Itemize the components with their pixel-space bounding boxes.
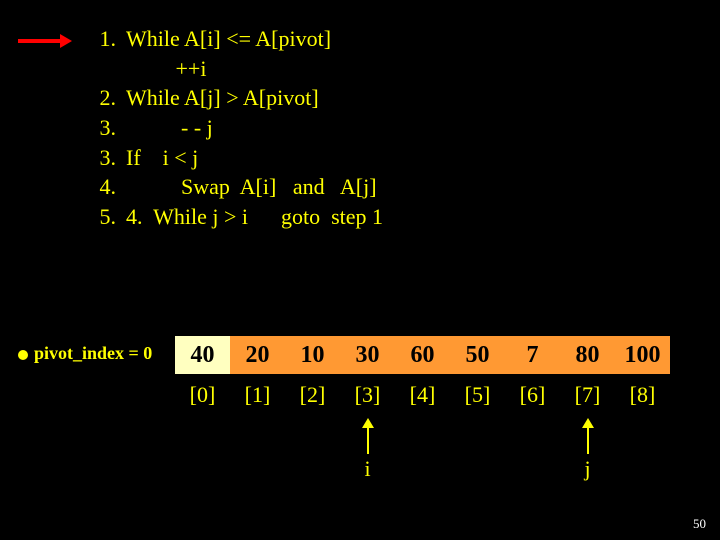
array-cell: 80 — [560, 336, 615, 374]
slide-number: 50 — [693, 516, 706, 532]
array-index: [6] — [505, 382, 560, 408]
algo-line-number: 4. — [86, 172, 126, 202]
pointer-label: i — [364, 456, 370, 482]
pointer-j: j — [582, 418, 594, 482]
array-indices: [0][1][2][3][4][5][6][7][8] — [175, 382, 670, 408]
arrow-line — [18, 39, 60, 43]
algo-line-number: 5. — [86, 202, 126, 232]
pointer-label: j — [584, 456, 590, 482]
algo-line: 2.While A[j] > A[pivot] — [86, 83, 383, 113]
algo-line: 1.While A[i] <= A[pivot] — [86, 24, 383, 54]
array-cell: 60 — [395, 336, 450, 374]
up-arrow-line — [587, 428, 589, 454]
algorithm-list: 1.While A[i] <= A[pivot] ++i2.While A[j]… — [86, 24, 383, 232]
array-index: [1] — [230, 382, 285, 408]
algo-line-text: If i < j — [126, 143, 198, 173]
algo-line-number: 1. — [86, 24, 126, 54]
red-arrow — [18, 34, 72, 48]
algo-line-number: 2. — [86, 83, 126, 113]
array-index: [5] — [450, 382, 505, 408]
arrow-head — [60, 34, 72, 48]
array-index: [7] — [560, 382, 615, 408]
array-cell: 20 — [230, 336, 285, 374]
pointer-i: i — [362, 418, 374, 482]
algo-line-text: ++i — [126, 54, 206, 84]
algo-line-text: While A[j] > A[pivot] — [126, 83, 319, 113]
array-cell: 50 — [450, 336, 505, 374]
algo-line: ++i — [86, 54, 383, 84]
array-cell: 100 — [615, 336, 670, 374]
array-index: [4] — [395, 382, 450, 408]
array-cell: 7 — [505, 336, 560, 374]
array-index: [0] — [175, 382, 230, 408]
up-arrow-line — [367, 428, 369, 454]
array-cells: 402010306050780100 — [175, 336, 670, 374]
algo-line-text: 4. While j > i goto step 1 — [126, 202, 383, 232]
algo-line-text: While A[i] <= A[pivot] — [126, 24, 331, 54]
up-arrow-head — [362, 418, 374, 428]
algo-line-text: - - j — [126, 113, 213, 143]
algo-line-number — [86, 54, 126, 84]
array-cell: 10 — [285, 336, 340, 374]
array-cell: 40 — [175, 336, 230, 374]
up-arrow-head — [582, 418, 594, 428]
bullet-circle — [18, 350, 28, 360]
algo-line-number: 3. — [86, 143, 126, 173]
algo-line: 3. - - j — [86, 113, 383, 143]
algo-line-number: 3. — [86, 113, 126, 143]
array-index: [2] — [285, 382, 340, 408]
array-index: [3] — [340, 382, 395, 408]
algo-line: 5.4. While j > i goto step 1 — [86, 202, 383, 232]
algo-line: 3.If i < j — [86, 143, 383, 173]
pivot-index-label: pivot_index = 0 — [34, 343, 152, 364]
algo-line: 4. Swap A[i] and A[j] — [86, 172, 383, 202]
algo-line-text: Swap A[i] and A[j] — [126, 172, 377, 202]
array-cell: 30 — [340, 336, 395, 374]
array-index: [8] — [615, 382, 670, 408]
